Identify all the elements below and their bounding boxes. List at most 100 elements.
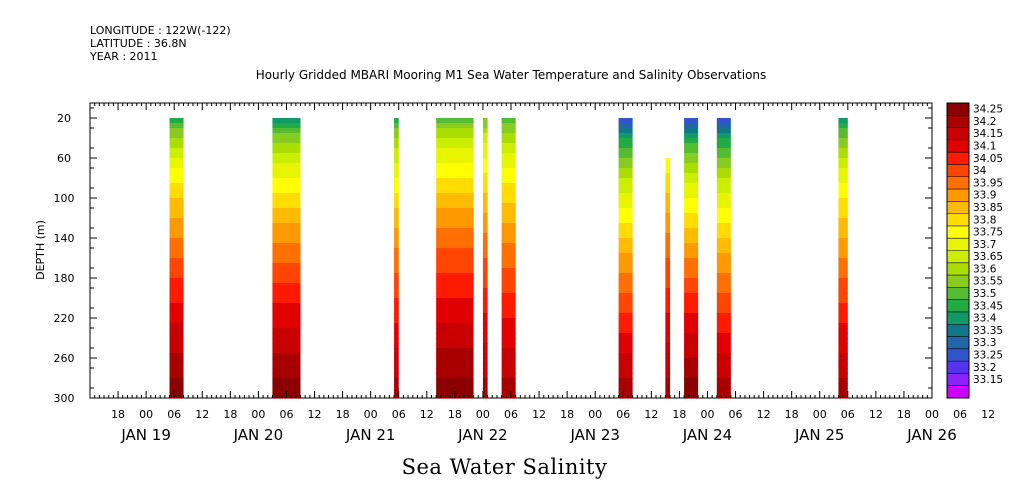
salinity-cell xyxy=(272,248,301,254)
salinity-cell xyxy=(665,368,671,374)
salinity-cell xyxy=(482,153,488,159)
salinity-cell xyxy=(272,293,301,299)
salinity-cell xyxy=(838,278,848,284)
salinity-cell xyxy=(716,338,731,344)
salinity-cell xyxy=(169,118,184,124)
salinity-cell xyxy=(838,188,848,194)
salinity-cell xyxy=(436,263,474,269)
salinity-cell xyxy=(169,213,184,219)
salinity-cell xyxy=(501,348,516,354)
salinity-cell xyxy=(838,178,848,184)
salinity-cell xyxy=(838,193,848,199)
x-day-label: JAN 22 xyxy=(457,426,508,444)
salinity-cell xyxy=(394,273,399,279)
salinity-cell xyxy=(272,268,301,274)
salinity-cell xyxy=(394,308,399,314)
salinity-cell xyxy=(665,313,671,319)
salinity-cell xyxy=(716,298,731,304)
salinity-cell xyxy=(618,388,633,394)
salinity-cell xyxy=(665,253,671,259)
salinity-cell xyxy=(618,158,633,164)
x-hour-label: 06 xyxy=(953,408,967,421)
salinity-cell xyxy=(618,123,633,129)
salinity-cell xyxy=(482,218,488,224)
x-day-label: JAN 24 xyxy=(682,426,733,444)
salinity-cell xyxy=(394,323,399,329)
salinity-cell xyxy=(501,258,516,264)
salinity-cell xyxy=(394,208,399,214)
salinity-cell xyxy=(436,138,474,144)
colorbar-label: 33.4 xyxy=(973,313,997,325)
colorbar-label: 34.2 xyxy=(973,116,996,128)
salinity-cell xyxy=(618,363,633,369)
salinity-cell xyxy=(482,188,488,194)
salinity-cell xyxy=(394,188,399,194)
colorbar-swatch xyxy=(947,201,969,215)
salinity-cell xyxy=(618,298,633,304)
salinity-cell xyxy=(436,243,474,249)
salinity-cell xyxy=(482,118,488,124)
salinity-cell xyxy=(838,293,848,299)
salinity-cell xyxy=(436,208,474,214)
salinity-cell xyxy=(482,348,488,354)
salinity-cell xyxy=(716,318,731,324)
salinity-cell xyxy=(716,208,731,214)
x-hour-label: 18 xyxy=(897,408,911,421)
salinity-cell xyxy=(665,308,671,314)
salinity-cell xyxy=(394,328,399,334)
salinity-cell xyxy=(436,228,474,234)
salinity-cell xyxy=(716,348,731,354)
colorbar-swatch xyxy=(947,361,969,374)
salinity-cell xyxy=(272,288,301,294)
salinity-cell xyxy=(394,303,399,309)
salinity-cell xyxy=(618,173,633,179)
salinity-cell xyxy=(665,283,671,289)
salinity-cell xyxy=(618,168,633,174)
colorbar-swatch xyxy=(947,164,969,178)
salinity-cell xyxy=(618,273,633,279)
salinity-cell xyxy=(618,313,633,319)
salinity-cell xyxy=(501,198,516,204)
salinity-cell xyxy=(272,348,301,354)
salinity-cell xyxy=(501,303,516,309)
salinity-cell xyxy=(169,298,184,304)
salinity-cell xyxy=(838,123,848,129)
salinity-cell xyxy=(482,368,488,374)
salinity-cell xyxy=(618,373,633,379)
salinity-cell xyxy=(684,213,699,219)
salinity-cell xyxy=(665,323,671,329)
salinity-cell xyxy=(482,243,488,249)
salinity-cell xyxy=(501,268,516,274)
salinity-cell xyxy=(618,223,633,229)
salinity-cell xyxy=(665,168,671,174)
salinity-cell xyxy=(169,258,184,264)
x-hour-label: 18 xyxy=(448,408,462,421)
salinity-cell xyxy=(482,148,488,154)
salinity-cell xyxy=(436,298,474,304)
salinity-cell xyxy=(838,243,848,249)
salinity-cell xyxy=(501,323,516,329)
salinity-cell xyxy=(394,123,399,129)
salinity-cell xyxy=(838,338,848,344)
salinity-cell xyxy=(272,278,301,284)
salinity-cell xyxy=(394,163,399,169)
salinity-cell xyxy=(665,278,671,284)
salinity-cell xyxy=(838,228,848,234)
observation-column xyxy=(169,118,184,399)
salinity-cell xyxy=(169,323,184,329)
salinity-cell xyxy=(501,368,516,374)
salinity-cell xyxy=(618,368,633,374)
salinity-cell xyxy=(436,163,474,169)
salinity-cell xyxy=(394,313,399,319)
salinity-cell xyxy=(394,203,399,209)
salinity-cell xyxy=(482,333,488,339)
observation-column xyxy=(684,118,699,399)
salinity-cell xyxy=(482,138,488,144)
salinity-cell xyxy=(684,278,699,284)
salinity-cell xyxy=(838,383,848,389)
salinity-cell xyxy=(436,353,474,359)
salinity-cell xyxy=(394,118,399,124)
salinity-cell xyxy=(618,233,633,239)
colorbar-label: 34.05 xyxy=(973,153,1003,165)
